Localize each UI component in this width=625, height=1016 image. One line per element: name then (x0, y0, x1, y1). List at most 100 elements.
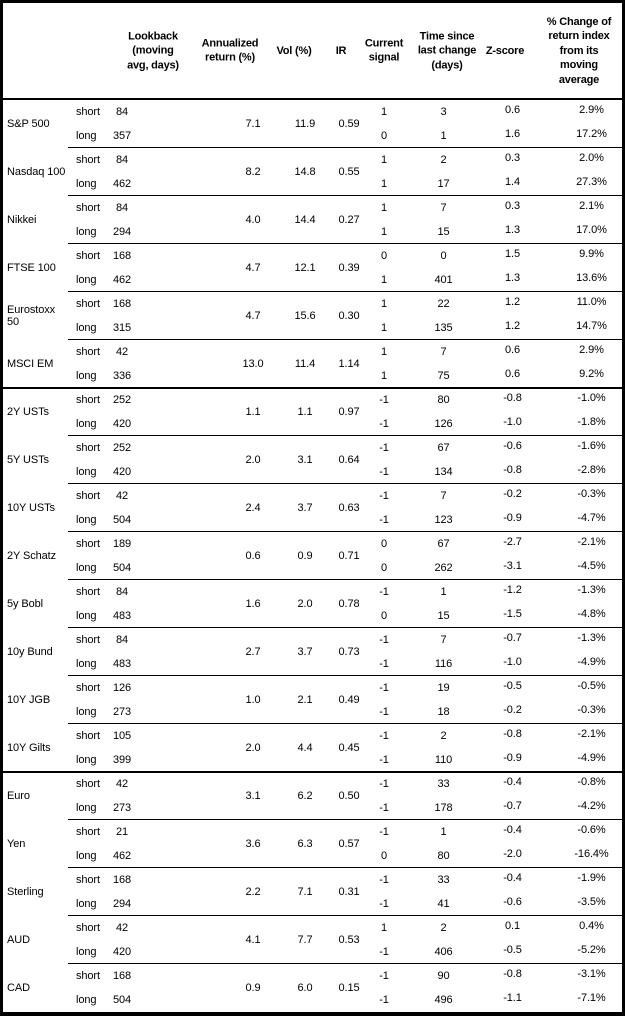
annualized-return-value: 3.6 (245, 838, 261, 850)
lookback-value: 504 (112, 562, 132, 574)
z-score-value: -0.4 (503, 824, 522, 836)
horizon-label: long (76, 802, 97, 814)
pct-change-value: -2.8% (577, 464, 606, 476)
horizon-label: long (76, 658, 97, 670)
ir-value: 0.27 (338, 214, 360, 226)
signal-value: -1 (379, 658, 389, 670)
horizon-label: short (76, 634, 100, 646)
lookback-value: 294 (112, 898, 132, 910)
days-since-value: 19 (437, 682, 450, 694)
signal-value: -1 (379, 778, 389, 790)
pct-change-value: -0.3% (577, 704, 606, 716)
horizon-label: long (76, 514, 97, 526)
column-header-vol: Vol (%) (276, 44, 312, 57)
vol-value: 7.1 (297, 886, 313, 898)
days-since-value: 110 (434, 754, 453, 766)
pct-change-value: -0.6% (577, 824, 606, 836)
vol-value: 14.4 (294, 214, 316, 226)
asset-name: CAD (7, 982, 30, 994)
table-header: Lookback (moving avg, days) Annualized r… (3, 3, 622, 100)
days-since-value: 262 (434, 562, 453, 574)
annualized-return-value: 13.0 (242, 358, 264, 370)
signal-value: 1 (380, 106, 388, 118)
table-row-group: Nasdaq 100 short 84 8.2 14.8 0.55 1 2 0.… (3, 148, 622, 196)
table-row-group: 10y Bund short 84 2.7 3.7 0.73 -1 7 -0.7… (3, 628, 622, 676)
pct-change-value: -1.3% (577, 632, 606, 644)
pct-change-value: 2.9% (579, 104, 604, 116)
table-row-group: Nikkei short 84 4.0 14.4 0.27 1 7 0.3 2.… (3, 196, 622, 244)
z-score-value: -0.9 (503, 752, 522, 764)
signal-value: 0 (380, 850, 388, 862)
lookback-value: 21 (115, 826, 129, 838)
signal-value: 0 (380, 562, 388, 574)
signal-value: 1 (380, 322, 388, 334)
annualized-return-value: 4.7 (245, 262, 261, 274)
annualized-return-value: 7.1 (245, 118, 261, 130)
days-since-value: 18 (437, 706, 450, 718)
z-score-value: -0.5 (503, 680, 522, 692)
z-score-value: -0.9 (503, 512, 522, 524)
lookback-value: 252 (112, 442, 132, 454)
ir-value: 0.57 (338, 838, 360, 850)
column-header-z-score: Z-score (485, 44, 525, 57)
z-score-value: -0.7 (503, 800, 522, 812)
signal-value: -1 (379, 874, 389, 886)
ir-value: 0.53 (338, 934, 360, 946)
signal-value: 1 (380, 346, 388, 358)
horizon-label: long (76, 322, 97, 334)
lookback-value: 84 (115, 586, 129, 598)
ir-value: 0.45 (338, 742, 360, 754)
pct-change-value: 2.1% (579, 200, 604, 212)
days-since-value: 17 (437, 178, 450, 190)
z-score-value: -0.6 (503, 896, 522, 908)
ir-value: 0.71 (338, 550, 360, 562)
days-since-value: 7 (440, 490, 447, 502)
pct-change-value: 0.4% (579, 920, 604, 932)
table-row-group: CAD short 168 0.9 6.0 0.15 -1 90 -0.8 -3… (3, 964, 622, 1012)
lookback-value: 252 (112, 394, 132, 406)
annualized-return-value: 1.6 (245, 598, 261, 610)
signal-value: 1 (380, 154, 388, 166)
column-header-pct-change: % Change of return index from its moving… (546, 15, 612, 86)
z-score-value: 0.3 (505, 200, 520, 212)
column-header-lookback: Lookback (moving avg, days) (127, 29, 179, 71)
signal-value: -1 (379, 802, 389, 814)
pct-change-value: 17.2% (576, 128, 607, 140)
annualized-return-value: 0.6 (245, 550, 261, 562)
z-score-value: -0.7 (503, 632, 522, 644)
lookback-value: 105 (112, 730, 132, 742)
pct-change-value: -3.5% (577, 896, 606, 908)
asset-name: Eurostoxx 50 (7, 304, 56, 328)
table-row-group: Sterling short 168 2.2 7.1 0.31 -1 33 -0… (3, 868, 622, 916)
horizon-label: long (76, 274, 97, 286)
ir-value: 1.14 (338, 358, 360, 370)
horizon-label: short (76, 778, 100, 790)
vol-value: 14.8 (294, 166, 316, 178)
days-since-value: 33 (437, 778, 450, 790)
signal-value: 1 (380, 274, 388, 286)
lookback-value: 42 (115, 346, 129, 358)
ir-value: 0.39 (338, 262, 360, 274)
asset-name: 10Y JGB (7, 694, 51, 706)
pct-change-value: -1.8% (577, 416, 606, 428)
z-score-value: -0.4 (503, 872, 522, 884)
pct-change-value: -2.1% (577, 728, 606, 740)
annualized-return-value: 4.1 (245, 934, 261, 946)
pct-change-value: -4.8% (577, 608, 606, 620)
horizon-label: short (76, 490, 100, 502)
days-since-value: 7 (440, 346, 447, 358)
lookback-value: 483 (112, 658, 132, 670)
column-header-ir: IR (335, 44, 347, 57)
vol-value: 3.1 (297, 454, 313, 466)
horizon-label: short (76, 442, 100, 454)
z-score-value: -2.0 (503, 848, 522, 860)
table-row-group: 10Y Gilts short 105 2.0 4.4 0.45 -1 2 -0… (3, 724, 622, 773)
days-since-value: 0 (440, 250, 447, 262)
vol-value: 7.7 (297, 934, 313, 946)
z-score-value: -0.5 (503, 944, 522, 956)
horizon-label: short (76, 394, 100, 406)
pct-change-value: -0.5% (577, 680, 606, 692)
z-score-value: -0.8 (503, 728, 522, 740)
ir-value: 0.59 (338, 118, 360, 130)
signal-value: -1 (379, 514, 389, 526)
